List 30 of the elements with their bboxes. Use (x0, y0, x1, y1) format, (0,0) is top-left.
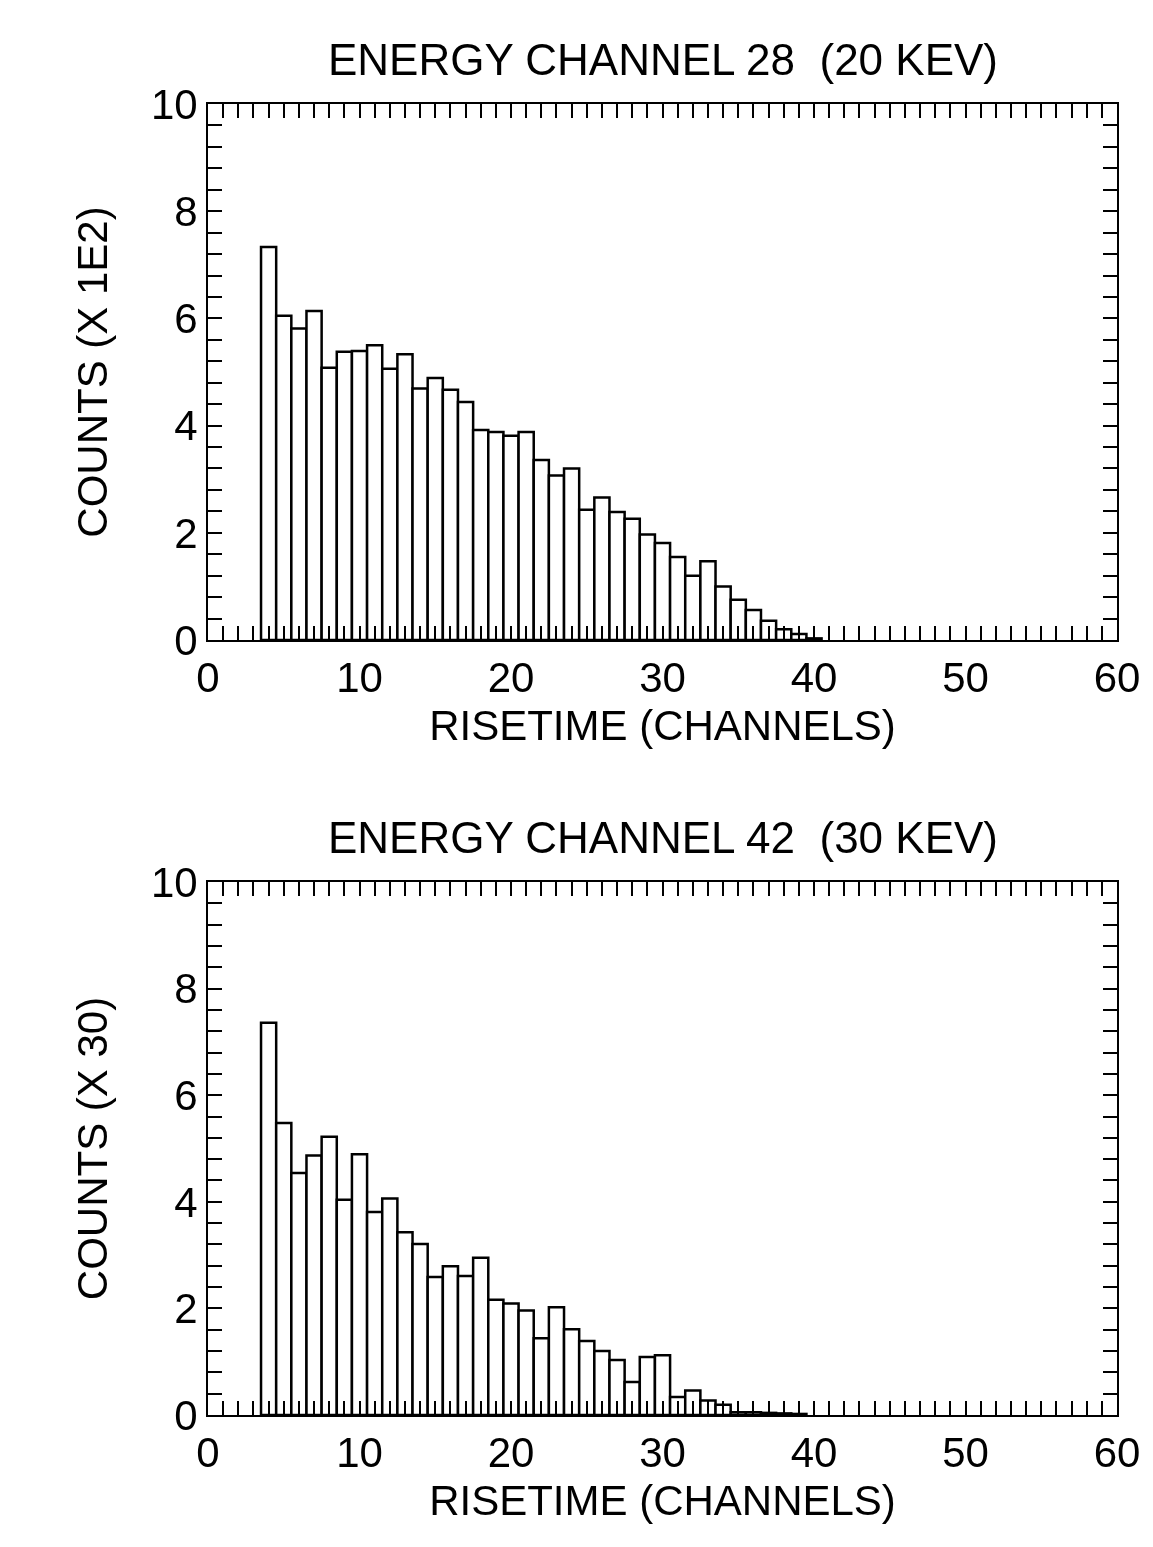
x-tick-label: 10 (336, 1429, 383, 1477)
x-tick-label: 10 (336, 654, 383, 702)
x-tick-label: 30 (639, 654, 686, 702)
chart-title: ENERGY CHANNEL 42 (30 KEV) (328, 813, 999, 862)
x-tick-label: 20 (487, 1429, 535, 1477)
x-tick-label: 30 (639, 1429, 686, 1477)
y-tick-label: 0 (174, 616, 198, 664)
x-tick-label: 60 (1093, 654, 1141, 702)
y-tick-label: 10 (150, 80, 198, 128)
y-tick-label: 0 (174, 1391, 198, 1439)
y-tick-label: 4 (174, 402, 198, 450)
y-tick-label: 10 (150, 858, 198, 906)
x-tick-label: 50 (942, 654, 989, 702)
y-tick-label: 8 (174, 965, 198, 1013)
y-tick-label: 2 (174, 509, 198, 557)
x-tick-label: 40 (790, 654, 838, 702)
y-axis-title: COUNTS (X 30) (69, 996, 117, 1301)
y-tick-label: 8 (174, 187, 198, 235)
x-axis-title: RISETIME (CHANNELS) (429, 1476, 896, 1524)
y-tick-label: 4 (174, 1178, 198, 1226)
x-tick-label: 20 (487, 654, 535, 702)
x-axis-title: RISETIME (CHANNELS) (429, 701, 896, 749)
y-axis-title: COUNTS (X 1E2) (69, 206, 117, 538)
y-tick-label: 2 (174, 1285, 198, 1333)
x-tick-label: 60 (1093, 1429, 1141, 1477)
x-tick-label: 50 (942, 1429, 989, 1477)
y-tick-label: 6 (174, 295, 198, 343)
chart-title: ENERGY CHANNEL 28 (20 KEV) (328, 35, 999, 84)
y-tick-label: 6 (174, 1071, 198, 1119)
x-tick-label: 40 (790, 1429, 838, 1477)
